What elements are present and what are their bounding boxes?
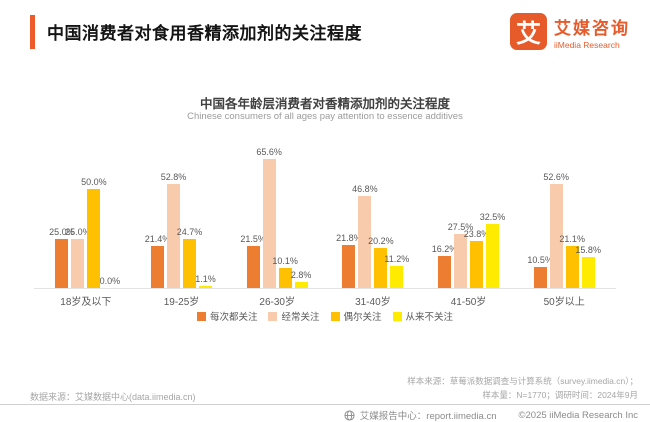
bar-每次都关注: 25.0%: [49, 227, 75, 288]
legend-item-偶尔关注: 偶尔关注: [330, 309, 382, 323]
footer-text: 艾媒报告中心：report.iimedia.cn ©2025 iiMedia R…: [344, 408, 638, 422]
bar-偶尔关注: 20.2%: [368, 236, 394, 288]
bar-value-label: 23.8%: [463, 229, 490, 240]
legend-swatch: [268, 311, 278, 321]
bar-group-1: 25.0% 25.0% 50.0% 0.0%: [38, 150, 134, 288]
bar-value-label: 25.0%: [49, 226, 75, 237]
copyright-text: ©2025 iiMedia Research Inc: [518, 409, 638, 421]
iimedia-logo-icon: 艾: [510, 13, 547, 50]
bar-value-label: 24.7%: [176, 227, 203, 238]
logo-name-cn: 艾媒咨询: [554, 18, 630, 38]
bar-group-4: 21.8% 46.8% 20.2% 11.2%: [325, 150, 421, 288]
report-center-url: 艾媒报告中心：report.iimedia.cn: [359, 411, 497, 422]
bar-value-label: 21.5%: [240, 233, 266, 244]
bar-value-label: 46.8%: [352, 183, 378, 194]
legend-label: 偶尔关注: [343, 312, 382, 323]
sample-source-note: 样本来源：草莓派数据调查与计算系统（survey.iimedia.cn）；: [407, 376, 638, 386]
footer-bar: 艾媒报告中心：report.iimedia.cn ©2025 iiMedia R…: [0, 404, 650, 422]
bar-group-6: 10.5% 52.6% 21.1% 15.8%: [516, 150, 612, 288]
legend-label: 经常关注: [281, 312, 320, 323]
title-accent-bar: [30, 14, 35, 49]
category-label-3: 26-30岁: [259, 297, 295, 308]
bar-value-label: 50.0%: [81, 177, 107, 188]
x-axis-line: [34, 288, 616, 289]
legend-swatch: [392, 311, 402, 321]
category-axis: 18岁及以下 19-25岁 26-30岁 31-40岁 41-50岁 50岁以上: [38, 293, 612, 308]
bar-value-label: 10.5%: [527, 255, 553, 266]
bar-value-label: 16.2%: [431, 244, 458, 255]
legend-item-每次都关注: 每次都关注: [196, 309, 258, 323]
bar-value-label: 0.0%: [99, 276, 121, 286]
bar-value-label: 32.5%: [479, 211, 506, 222]
bar-group-5: 16.2% 27.5% 23.8% 32.5%: [421, 150, 517, 288]
bar-group-2: 21.4% 52.8% 24.7% 1.1%: [134, 150, 230, 288]
category-label-6: 50岁以上: [543, 297, 585, 308]
globe-icon: [344, 409, 355, 421]
bar-value-label: 21.4%: [144, 233, 171, 244]
bar-value-label: 10.1%: [272, 256, 298, 267]
bar-value-label: 20.2%: [368, 236, 394, 247]
bar-value-label: 21.1%: [559, 234, 585, 245]
category-label-2: 19-25岁: [163, 297, 200, 308]
bar-value-label: 65.6%: [256, 146, 282, 157]
legend-label: 每次都关注: [209, 312, 258, 323]
bar-每次都关注: 16.2%: [432, 244, 457, 288]
legend-item-从来不关注: 从来不关注: [392, 309, 454, 323]
bar-从来不关注: 32.5%: [480, 212, 505, 288]
header: 中国消费者对食用香精添加剂的关注程度 艾 艾媒咨询 iiMedia Resear…: [30, 13, 630, 50]
bar-从来不关注: 1.1%: [195, 274, 216, 288]
page-title: 中国消费者对食用香精添加剂的关注程度: [47, 24, 362, 43]
data-source-note: 数据来源：艾媒数据中心(data.iimedia.cn): [30, 392, 196, 402]
category-label-5: 41-50岁: [450, 297, 487, 308]
bar-group-3: 21.5% 65.6% 10.1% 2.8%: [229, 147, 325, 288]
bar-从来不关注: 15.8%: [575, 245, 601, 288]
bar-value-label: 27.5%: [447, 221, 474, 232]
bar-经常关注: 46.8%: [352, 184, 378, 288]
title-block: 中国消费者对食用香精添加剂的关注程度: [30, 14, 362, 49]
bar-经常关注: 25.0%: [65, 227, 91, 288]
bar-偶尔关注: 50.0%: [81, 177, 107, 288]
bar-偶尔关注: 10.1%: [272, 256, 298, 288]
bar-value-label: 1.1%: [195, 273, 216, 284]
legend-label: 从来不关注: [405, 312, 454, 323]
bar-经常关注: 27.5%: [448, 222, 473, 288]
bar-每次都关注: 21.4%: [145, 234, 170, 288]
bar-经常关注: 65.6%: [256, 147, 282, 288]
bar-经常关注: 52.6%: [543, 172, 569, 288]
bar-每次都关注: 21.8%: [336, 233, 362, 288]
logo-text: 艾媒咨询 iiMedia Research: [554, 14, 630, 50]
chart-title: 中国各年龄层消费者对香精添加剂的关注程度: [199, 97, 450, 111]
logo-name-en: iiMedia Research: [554, 39, 620, 50]
bar-value-label: 2.8%: [290, 270, 312, 281]
bar-value-label: 11.2%: [384, 253, 410, 264]
bar-value-label: 52.6%: [543, 172, 569, 183]
bar-每次都关注: 10.5%: [527, 255, 553, 288]
legend-item-经常关注: 经常关注: [268, 309, 320, 323]
category-label-4: 31-40岁: [355, 297, 391, 308]
plot-area: 25.0% 25.0% 50.0% 0.0% 21.4% 52.8% 24.7% 1.1% 21…: [38, 147, 612, 288]
sample-notes: 样本来源：草莓派数据调查与计算系统（survey.iimedia.cn）； 样本…: [407, 374, 638, 402]
bar-value-label: 21.8%: [336, 233, 362, 244]
iimedia-logo: 艾 艾媒咨询 iiMedia Research: [510, 13, 630, 50]
legend: 每次都关注 经常关注 偶尔关注 从来不关注: [0, 309, 650, 323]
sample-size-note: 样本量：N=1770；调研时间：2024年9月: [482, 390, 638, 400]
bar-value-label: 15.8%: [575, 244, 601, 255]
bar-value-label: 25.0%: [65, 226, 91, 237]
bar-经常关注: 52.8%: [161, 172, 186, 288]
bar-value-label: 52.8%: [160, 171, 187, 182]
legend-swatch: [330, 311, 340, 321]
bar-从来不关注: 2.8%: [291, 270, 311, 288]
legend-swatch: [196, 311, 206, 321]
bar-偶尔关注: 24.7%: [177, 227, 202, 288]
category-label-1: 18岁及以下: [60, 297, 112, 308]
bar-每次都关注: 21.5%: [240, 234, 266, 288]
bar-偶尔关注: 23.8%: [464, 229, 489, 288]
bar-偶尔关注: 21.1%: [559, 234, 585, 288]
bar-从来不关注: 11.2%: [384, 254, 409, 288]
chart-subtitle: Chinese consumers of all ages pay attent…: [187, 111, 463, 122]
